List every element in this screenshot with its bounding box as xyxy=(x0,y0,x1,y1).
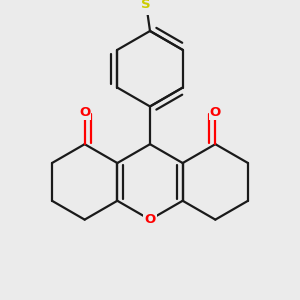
Text: O: O xyxy=(79,106,90,118)
Text: S: S xyxy=(141,0,151,11)
Text: O: O xyxy=(144,213,156,226)
Text: O: O xyxy=(210,106,221,118)
